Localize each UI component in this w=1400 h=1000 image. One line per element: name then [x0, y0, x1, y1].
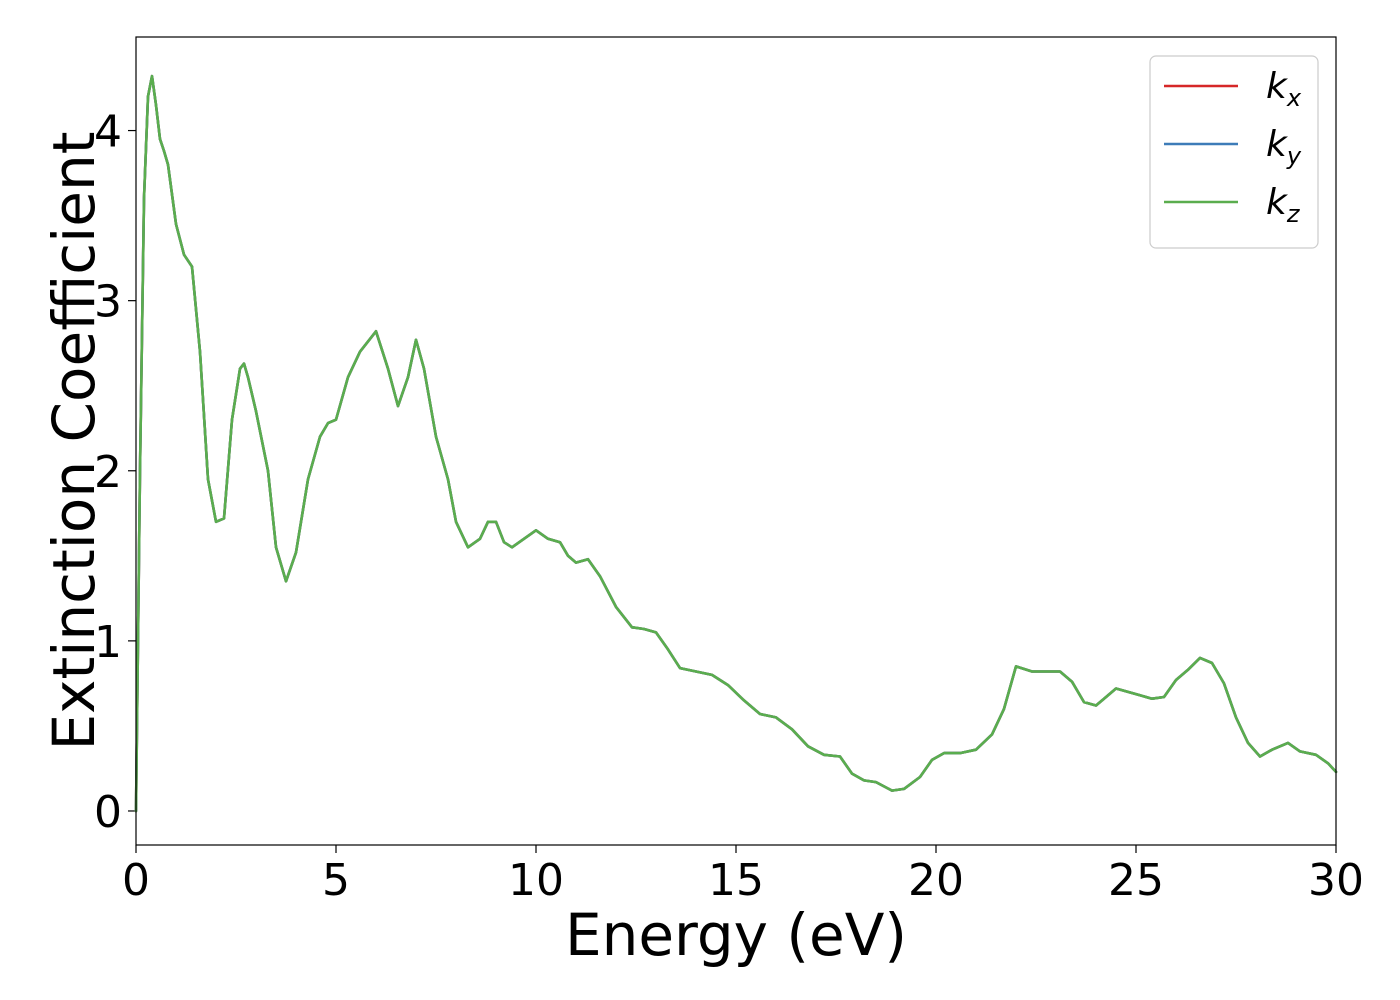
y-tick-label: 1 [94, 617, 122, 668]
legend-label-z: kz [1266, 182, 1301, 228]
legend-box [1149, 55, 1319, 249]
y-tick-label: 2 [94, 447, 122, 498]
x-tick-label: 25 [1108, 855, 1164, 906]
x-tick-label: 0 [122, 855, 150, 906]
series-line-z [134, 74, 1338, 813]
y-tick-label: 4 [94, 107, 122, 158]
legend-label-x: kx [1266, 66, 1302, 112]
legend-label-y: ky [1266, 124, 1302, 170]
y-tick-label: 0 [94, 787, 122, 838]
plot-frame [135, 36, 1337, 846]
x-axis-ticks: 0 5 10 15 20 25 30 [122, 845, 1364, 906]
x-tick-label: 10 [508, 855, 564, 906]
y-axis-label: Extinction Coefficient [40, 132, 108, 751]
x-tick-label: 15 [708, 855, 764, 906]
x-tick-label: 5 [322, 855, 350, 906]
x-axis-label: Energy (eV) [565, 901, 907, 969]
series-layer [134, 74, 1338, 813]
y-axis-ticks: 0 1 2 3 4 [94, 107, 136, 838]
legend: kx ky kz [1149, 55, 1319, 249]
x-tick-label: 30 [1308, 855, 1364, 906]
y-tick-label: 3 [94, 277, 122, 328]
x-tick-label: 20 [908, 855, 964, 906]
